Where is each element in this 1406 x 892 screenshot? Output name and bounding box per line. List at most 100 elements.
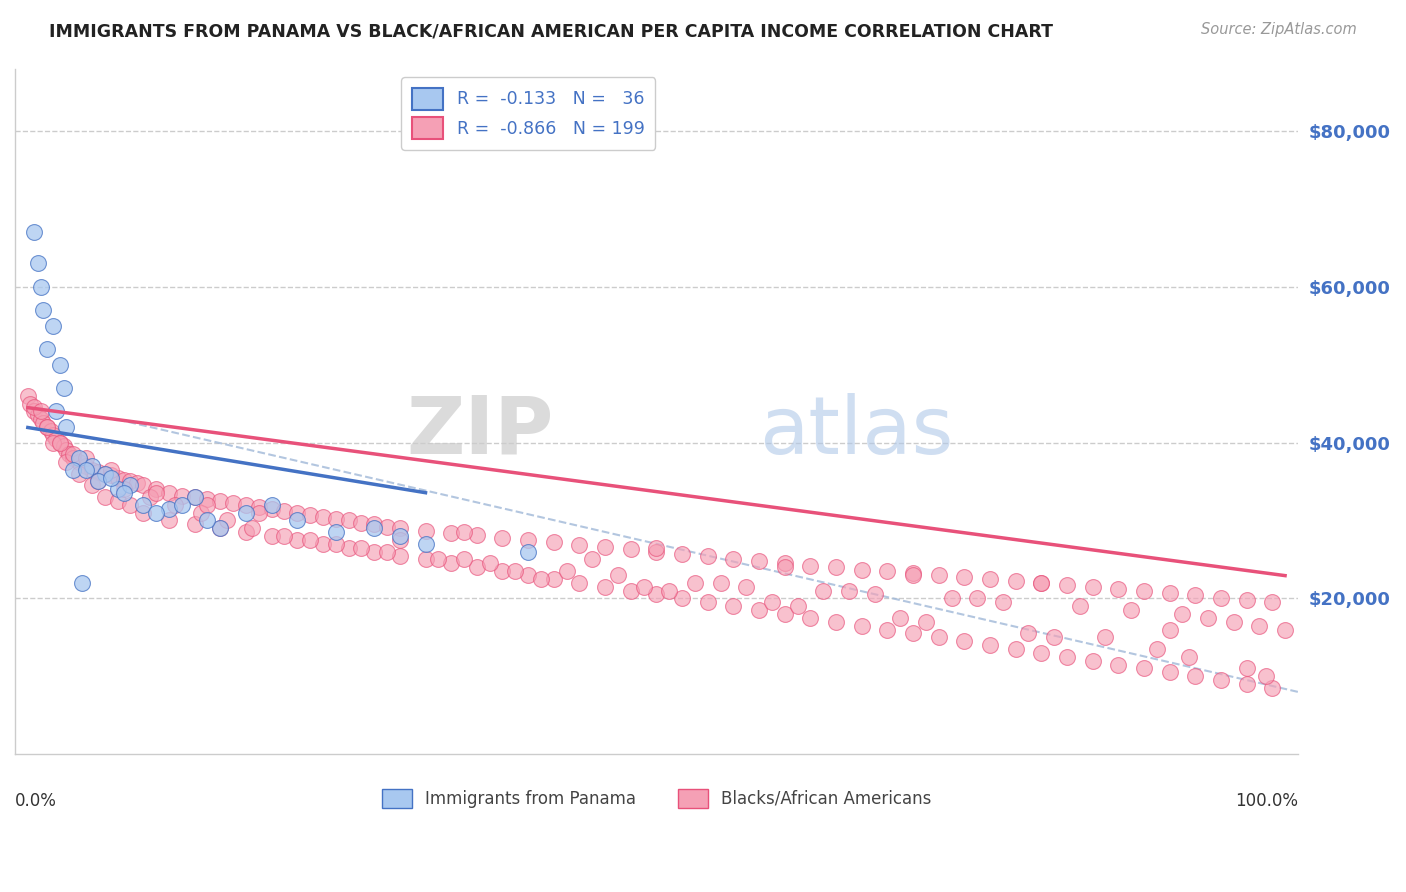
Point bbox=[170, 498, 193, 512]
Point bbox=[1236, 677, 1258, 691]
Point bbox=[337, 513, 360, 527]
Point bbox=[876, 564, 898, 578]
Point bbox=[42, 318, 65, 333]
Point bbox=[1056, 578, 1078, 592]
Point bbox=[517, 533, 540, 547]
Point bbox=[157, 501, 180, 516]
Point bbox=[120, 478, 142, 492]
Point bbox=[505, 564, 527, 578]
Point bbox=[1031, 575, 1053, 590]
Point bbox=[112, 486, 135, 500]
Point bbox=[1031, 646, 1053, 660]
Point bbox=[1094, 630, 1116, 644]
Point bbox=[350, 516, 373, 530]
Point bbox=[100, 470, 122, 484]
Point bbox=[991, 595, 1014, 609]
Point bbox=[863, 587, 886, 601]
Point bbox=[773, 560, 796, 574]
Text: Source: ZipAtlas.com: Source: ZipAtlas.com bbox=[1201, 22, 1357, 37]
Point bbox=[748, 603, 770, 617]
Point bbox=[235, 525, 257, 540]
Point bbox=[260, 529, 283, 543]
Point bbox=[145, 506, 167, 520]
Point bbox=[953, 634, 976, 648]
Point bbox=[581, 552, 603, 566]
Point bbox=[75, 458, 97, 473]
Point bbox=[440, 557, 463, 571]
Point bbox=[1236, 661, 1258, 675]
Point bbox=[67, 455, 90, 469]
Point bbox=[120, 475, 142, 489]
Point bbox=[363, 521, 385, 535]
Point bbox=[112, 483, 135, 497]
Point bbox=[683, 575, 706, 590]
Point bbox=[440, 525, 463, 540]
Point bbox=[132, 478, 155, 492]
Point bbox=[876, 623, 898, 637]
Text: atlas: atlas bbox=[759, 393, 953, 471]
Point bbox=[32, 416, 55, 430]
Point bbox=[67, 467, 90, 481]
Point bbox=[593, 580, 616, 594]
Point bbox=[165, 498, 187, 512]
Point bbox=[953, 570, 976, 584]
Point bbox=[786, 599, 808, 614]
Point bbox=[299, 508, 322, 522]
Point bbox=[799, 558, 821, 573]
Point bbox=[1133, 661, 1156, 675]
Point bbox=[415, 537, 437, 551]
Point bbox=[132, 498, 155, 512]
Point bbox=[55, 420, 77, 434]
Point bbox=[62, 463, 84, 477]
Point bbox=[183, 517, 205, 532]
Point bbox=[49, 435, 72, 450]
Point bbox=[901, 568, 924, 582]
Point bbox=[696, 595, 718, 609]
Point bbox=[415, 524, 437, 538]
Point bbox=[125, 476, 148, 491]
Point bbox=[620, 583, 643, 598]
Point bbox=[183, 490, 205, 504]
Point bbox=[773, 557, 796, 571]
Point bbox=[568, 575, 591, 590]
Point bbox=[35, 420, 58, 434]
Point bbox=[247, 506, 270, 520]
Point bbox=[49, 358, 72, 372]
Point bbox=[543, 572, 565, 586]
Point bbox=[465, 560, 488, 574]
Point bbox=[671, 547, 693, 561]
Point bbox=[658, 583, 681, 598]
Point bbox=[761, 595, 783, 609]
Point bbox=[112, 473, 135, 487]
Point bbox=[491, 531, 513, 545]
Point bbox=[491, 564, 513, 578]
Point bbox=[517, 568, 540, 582]
Point bbox=[1017, 626, 1039, 640]
Point bbox=[325, 512, 347, 526]
Point bbox=[388, 529, 411, 543]
Point bbox=[52, 381, 75, 395]
Point bbox=[27, 256, 49, 270]
Point bbox=[735, 580, 758, 594]
Point bbox=[209, 521, 232, 535]
Point bbox=[107, 494, 129, 508]
Point bbox=[748, 554, 770, 568]
Point bbox=[94, 467, 117, 481]
Point bbox=[45, 404, 67, 418]
Point bbox=[235, 498, 257, 512]
Point bbox=[45, 432, 67, 446]
Point bbox=[222, 496, 245, 510]
Point bbox=[696, 549, 718, 564]
Point bbox=[633, 580, 655, 594]
Point bbox=[427, 552, 450, 566]
Point bbox=[607, 568, 630, 582]
Point bbox=[100, 463, 122, 477]
Point bbox=[555, 564, 578, 578]
Point bbox=[825, 560, 848, 574]
Point bbox=[773, 607, 796, 621]
Point bbox=[39, 424, 62, 438]
Text: 100.0%: 100.0% bbox=[1234, 792, 1298, 810]
Point bbox=[55, 443, 77, 458]
Text: ZIP: ZIP bbox=[406, 393, 554, 471]
Point bbox=[928, 630, 950, 644]
